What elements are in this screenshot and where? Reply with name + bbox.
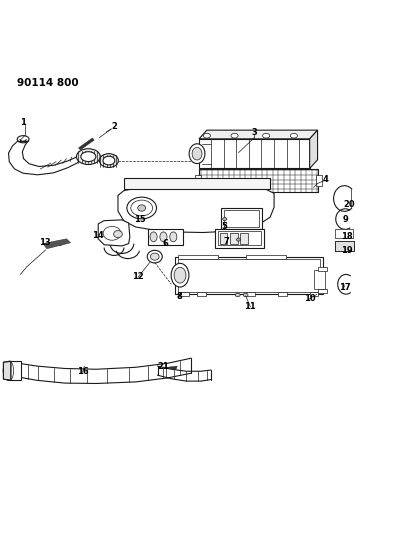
Text: 20: 20 bbox=[343, 199, 355, 208]
Bar bbox=[336, 229, 353, 238]
Bar bbox=[148, 229, 183, 245]
Polygon shape bbox=[98, 220, 130, 246]
Text: 21: 21 bbox=[158, 361, 169, 370]
Bar bbox=[224, 211, 259, 227]
Polygon shape bbox=[118, 188, 274, 232]
Ellipse shape bbox=[290, 133, 297, 138]
Bar bbox=[124, 179, 270, 189]
Ellipse shape bbox=[160, 232, 167, 242]
Ellipse shape bbox=[174, 267, 186, 283]
Text: 12: 12 bbox=[132, 272, 144, 281]
Ellipse shape bbox=[76, 149, 100, 165]
Ellipse shape bbox=[81, 152, 96, 161]
Bar bbox=[218, 231, 261, 245]
Ellipse shape bbox=[171, 263, 189, 287]
Bar bbox=[310, 292, 318, 296]
Text: 8: 8 bbox=[176, 292, 182, 301]
Text: 18: 18 bbox=[341, 232, 353, 241]
Bar bbox=[278, 292, 287, 296]
Bar bbox=[318, 266, 328, 271]
Bar bbox=[197, 292, 206, 296]
Text: 6: 6 bbox=[162, 239, 168, 248]
Ellipse shape bbox=[103, 156, 115, 165]
Ellipse shape bbox=[127, 197, 156, 219]
Bar bbox=[199, 139, 310, 168]
Bar bbox=[314, 270, 326, 289]
Bar bbox=[316, 175, 322, 186]
Ellipse shape bbox=[189, 144, 205, 164]
Bar bbox=[336, 241, 354, 251]
Ellipse shape bbox=[231, 133, 238, 138]
Ellipse shape bbox=[203, 133, 211, 138]
Bar bbox=[246, 255, 286, 259]
Text: 16: 16 bbox=[76, 367, 88, 376]
Polygon shape bbox=[310, 130, 318, 168]
Bar bbox=[9, 361, 21, 381]
Polygon shape bbox=[43, 239, 70, 249]
Text: 1: 1 bbox=[20, 118, 26, 127]
Bar bbox=[180, 292, 189, 296]
Polygon shape bbox=[3, 361, 11, 381]
Bar bbox=[230, 233, 238, 244]
Ellipse shape bbox=[147, 251, 162, 263]
Ellipse shape bbox=[223, 217, 227, 221]
Text: 4: 4 bbox=[322, 175, 328, 184]
Text: 15: 15 bbox=[134, 215, 146, 224]
Ellipse shape bbox=[138, 205, 146, 211]
Ellipse shape bbox=[150, 253, 159, 260]
Text: 10: 10 bbox=[304, 294, 316, 303]
Text: 9: 9 bbox=[342, 215, 348, 224]
Bar bbox=[336, 241, 354, 251]
Text: 90114 800: 90114 800 bbox=[17, 78, 79, 88]
Text: 17: 17 bbox=[339, 282, 351, 292]
Text: 5: 5 bbox=[222, 222, 228, 231]
Ellipse shape bbox=[57, 242, 62, 245]
Bar bbox=[220, 233, 227, 244]
Polygon shape bbox=[164, 366, 177, 369]
Text: 3: 3 bbox=[252, 127, 257, 136]
Ellipse shape bbox=[114, 231, 122, 238]
Polygon shape bbox=[78, 138, 94, 150]
Bar bbox=[199, 169, 318, 192]
Text: 14: 14 bbox=[92, 231, 104, 240]
Text: 19: 19 bbox=[341, 246, 353, 255]
Ellipse shape bbox=[192, 147, 202, 160]
Text: 13: 13 bbox=[39, 238, 51, 247]
Ellipse shape bbox=[150, 232, 157, 242]
Ellipse shape bbox=[100, 154, 118, 167]
Bar bbox=[195, 175, 201, 186]
Ellipse shape bbox=[235, 293, 240, 297]
Text: 7: 7 bbox=[224, 238, 230, 246]
Bar bbox=[318, 289, 328, 293]
Ellipse shape bbox=[243, 293, 248, 297]
Text: 11: 11 bbox=[244, 302, 256, 311]
Bar bbox=[175, 256, 324, 294]
Bar bbox=[178, 255, 218, 259]
Ellipse shape bbox=[236, 238, 240, 241]
Ellipse shape bbox=[170, 232, 177, 242]
Bar bbox=[221, 208, 262, 229]
Ellipse shape bbox=[263, 133, 270, 138]
Polygon shape bbox=[199, 130, 318, 139]
Text: 2: 2 bbox=[111, 122, 117, 131]
Bar bbox=[178, 260, 320, 292]
Bar bbox=[215, 229, 264, 247]
Bar bbox=[240, 233, 248, 244]
Bar bbox=[246, 292, 255, 296]
